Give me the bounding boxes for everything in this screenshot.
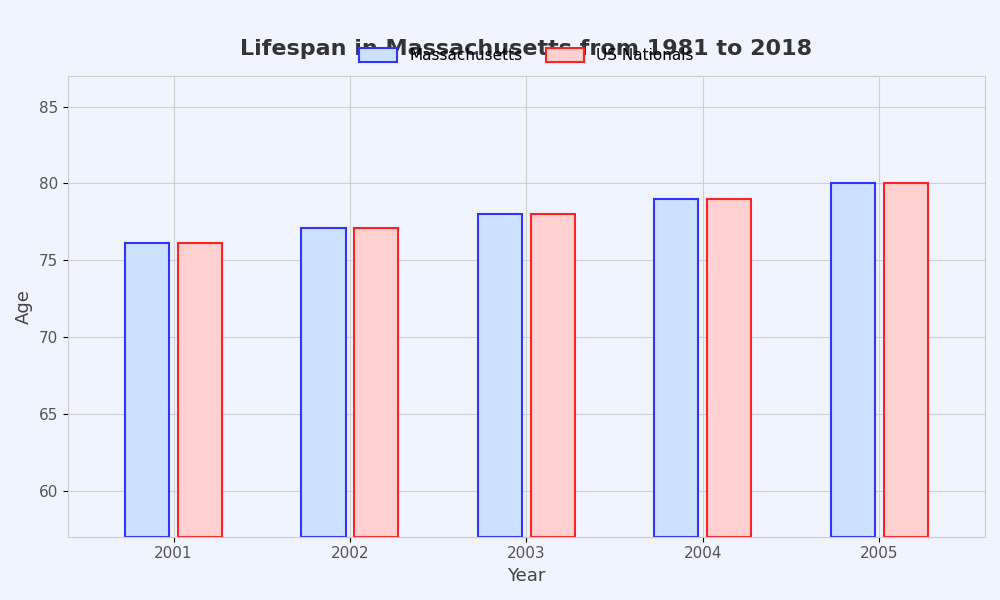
Bar xyxy=(531,214,575,537)
Bar xyxy=(654,199,698,537)
Y-axis label: Age: Age xyxy=(15,289,33,324)
Bar xyxy=(831,184,875,537)
Legend: Massachusetts, US Nationals: Massachusetts, US Nationals xyxy=(353,42,700,69)
Bar xyxy=(478,214,522,537)
X-axis label: Year: Year xyxy=(507,567,546,585)
Bar xyxy=(884,184,928,537)
Bar xyxy=(178,243,222,537)
Bar xyxy=(125,243,169,537)
Bar xyxy=(354,228,398,537)
Bar xyxy=(301,228,346,537)
Bar xyxy=(707,199,751,537)
Title: Lifespan in Massachusetts from 1981 to 2018: Lifespan in Massachusetts from 1981 to 2… xyxy=(240,39,812,59)
